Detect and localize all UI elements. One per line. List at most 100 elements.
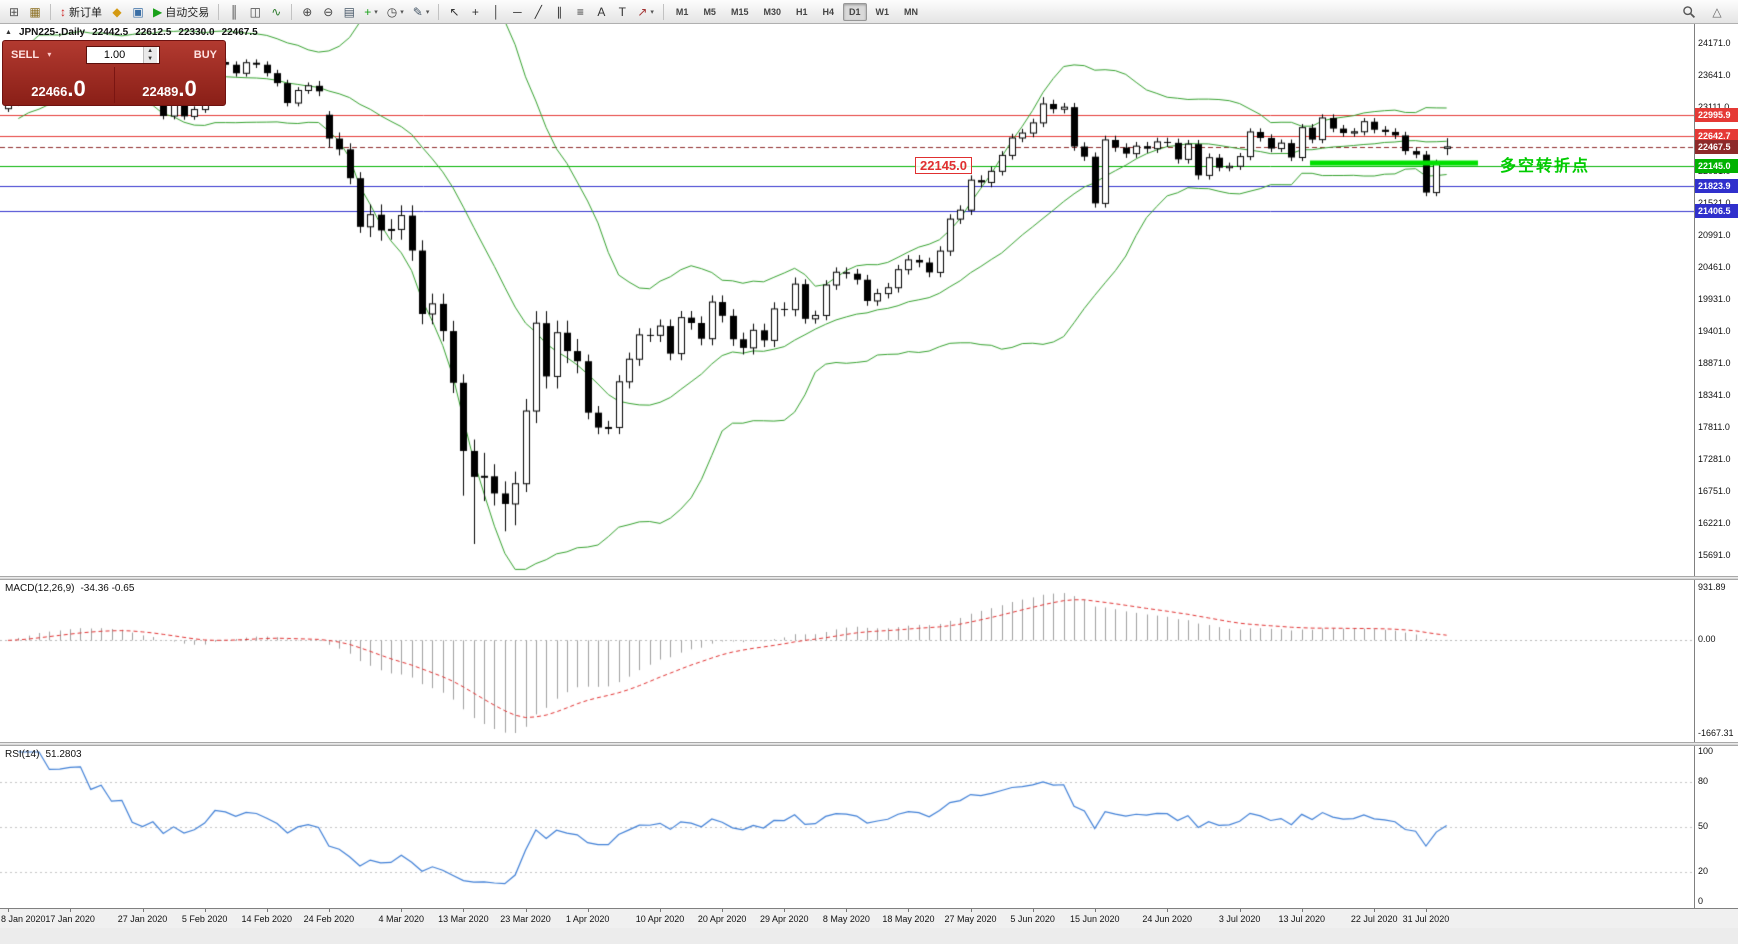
autotrading-button-label: 自动交易 — [165, 6, 210, 19]
chevron-down-icon: ▾ — [400, 8, 404, 16]
price-tick-label: 16751.0 — [1698, 486, 1731, 496]
price-tick-label: 21521.0 — [1698, 198, 1731, 208]
text-tool-button[interactable]: A — [591, 2, 611, 22]
volume-input[interactable] — [86, 48, 143, 61]
date-tick — [784, 909, 785, 912]
date-label: 23 Mar 2020 — [500, 914, 551, 924]
timeframe-m15-button[interactable]: M15 — [730, 6, 749, 17]
date-tick — [1240, 909, 1241, 912]
zoom-in-button[interactable]: ⊕ — [297, 2, 317, 22]
date-label: 8 May 2020 — [822, 914, 870, 924]
price-axis[interactable]: 24171.023641.023111.022581.022051.021521… — [1694, 24, 1738, 576]
panel-splitter-2[interactable] — [0, 742, 1738, 746]
time-axis[interactable]: 8 Jan 2020 17 Jan 2020 27 Jan 2020 5 Feb 20… — [0, 908, 1738, 928]
periods-button[interactable]: ◷ ▾ — [383, 2, 408, 22]
chart-shift-button[interactable]: △ — [1708, 2, 1726, 22]
panel-splitter-1[interactable] — [0, 576, 1738, 580]
main-chart-canvas[interactable] — [0, 24, 1694, 576]
sell-price: 22466 — [31, 84, 68, 99]
trendline-tool-button[interactable]: ╱ — [528, 2, 548, 22]
timeframe-m1-button[interactable]: M1 — [675, 6, 689, 17]
high-value: 22612.5 — [135, 27, 172, 38]
order-type-dropdown[interactable]: ▾ — [47, 50, 52, 59]
date-tick — [722, 909, 723, 912]
bar-chart-mode-button[interactable]: ║ — [224, 2, 244, 22]
vertical-line-tool-icon: │ — [492, 4, 501, 19]
profiles-icon: ▦ — [29, 4, 41, 19]
buy-button[interactable]: 22489.0 — [142, 78, 197, 100]
timeframe-d1-button[interactable]: D1 — [843, 2, 867, 21]
indicators-button[interactable]: + ▾ — [360, 2, 382, 22]
date-tick — [267, 909, 268, 912]
date-tick — [8, 909, 9, 912]
new-chart-icon: ⊞ — [8, 4, 20, 19]
date-label: 15 Jun 2020 — [1069, 914, 1120, 924]
tile-windows-icon: ▤ — [343, 4, 355, 19]
timeframe-w1-button[interactable]: W1 — [875, 6, 890, 17]
crosshair-tool-button[interactable]: + — [465, 2, 485, 22]
vertical-line-tool-button[interactable]: │ — [486, 2, 506, 22]
timeframe-h1-button[interactable]: H1 — [795, 6, 808, 17]
date-label: 4 Mar 2020 — [378, 914, 425, 924]
fibonacci-tool-button[interactable]: ≡ — [570, 2, 590, 22]
volume-down-button[interactable]: ▼ — [143, 54, 157, 63]
tile-windows-button[interactable]: ▤ — [339, 2, 359, 22]
bottom-strip — [0, 928, 1738, 944]
price-tick-label: 18871.0 — [1698, 358, 1731, 368]
arrows-tool-button[interactable]: ↗ ▾ — [633, 2, 658, 22]
crosshair-tool-icon: + — [471, 4, 479, 19]
profiles-button[interactable]: ▦ — [25, 2, 45, 22]
templates-button[interactable]: ✎ ▾ — [409, 2, 434, 22]
date-tick — [971, 909, 972, 912]
date-tick — [329, 909, 330, 912]
cursor-tool-button[interactable]: ↖ — [444, 2, 464, 22]
rsi-axis[interactable]: 100 80 50 20 0 — [1694, 746, 1738, 908]
new-chart-button[interactable]: ⊞ — [4, 2, 24, 22]
chevron-down-icon: ▾ — [425, 8, 430, 16]
volume-up-button[interactable]: ▲ — [143, 46, 157, 55]
price-annotation[interactable]: 22145.0 — [915, 157, 972, 174]
date-tick — [908, 909, 909, 912]
macd-axis[interactable]: 931.89 0.00 -1667.31 — [1694, 580, 1738, 742]
zoom-out-icon: ⊖ — [323, 4, 334, 19]
zoom-out-button[interactable]: ⊖ — [318, 2, 338, 22]
chevron-down-icon: ▾ — [374, 8, 378, 16]
date-label: 24 Jun 2020 — [1142, 914, 1192, 924]
rsi-tick-label: 0 — [1698, 896, 1704, 906]
timeframe-m5-button[interactable]: M5 — [703, 6, 716, 17]
timeframe-h4-button[interactable]: H4 — [822, 6, 835, 17]
terminal-button[interactable]: ▣ — [128, 2, 148, 22]
date-tick — [401, 909, 402, 912]
pivot-annotation-text[interactable]: 多空转折点 — [1500, 158, 1591, 175]
sell-button[interactable]: 22466.0 — [31, 78, 86, 100]
new-order-button[interactable]: ↕ 新订单 — [56, 2, 106, 22]
trendline-tool-icon: ╱ — [534, 4, 542, 19]
label-tool-button[interactable]: T — [612, 2, 632, 22]
periods-icon: ◷ — [386, 4, 398, 19]
trade-panel-toggle-icon[interactable]: ▲ — [5, 29, 12, 36]
price-tick-label: 16221.0 — [1698, 518, 1731, 528]
autotrading-button[interactable]: ▶ 自动交易 — [149, 2, 213, 22]
pivot-level-line-price-label: 22145.0 — [1695, 159, 1738, 174]
price-tick-label: 24171.0 — [1698, 38, 1731, 48]
macd-canvas[interactable] — [0, 580, 1694, 742]
toolbar-right: △ — [1678, 2, 1734, 22]
rsi-canvas[interactable] — [0, 746, 1694, 908]
price-tick-label: 17811.0 — [1698, 422, 1730, 432]
horizontal-line-tool-button[interactable]: ─ — [507, 2, 527, 22]
price-tick-label: 23641.0 — [1698, 70, 1731, 80]
channel-tool-button[interactable]: ∥ — [549, 2, 569, 22]
candlestick-mode-button[interactable]: ◫ — [245, 2, 265, 22]
toolbar-items: ⊞ ▦ ↕ 新订单 ◆ ▣ ▶ 自动交易 ║ ◫ ∿ ⊕ ⊖ ▤ + ▾ ◷ ▾ ✎ ▾ ↖ + │ ─ ╱ ∥ ≡ A T ↗ ▾ M1 M5… — [4, 2, 925, 22]
zoom-in-icon: ⊕ — [302, 4, 313, 19]
resistance-line-2-price-label: 22642.7 — [1695, 129, 1738, 144]
timeframe-m30-button[interactable]: M30 — [763, 6, 781, 17]
toolbar: ⊞ ▦ ↕ 新订单 ◆ ▣ ▶ 自动交易 ║ ◫ ∿ ⊕ ⊖ ▤ + ▾ ◷ ▾ ✎ ▾ ↖ + │ ─ ╱ ∥ ≡ A T ↗ ▾ M1 M5… — [0, 0, 1738, 24]
metaeditor-button[interactable]: ◆ — [107, 2, 127, 22]
timeframe-mn-button[interactable]: MN — [904, 6, 919, 17]
date-label: 22 Jul 2020 — [1350, 914, 1398, 924]
search-button[interactable] — [1678, 2, 1700, 22]
support-line-1-price-label: 21823.9 — [1695, 178, 1738, 193]
line-chart-mode-button[interactable]: ∿ — [266, 2, 286, 22]
buy-price-frac: .0 — [178, 76, 197, 101]
